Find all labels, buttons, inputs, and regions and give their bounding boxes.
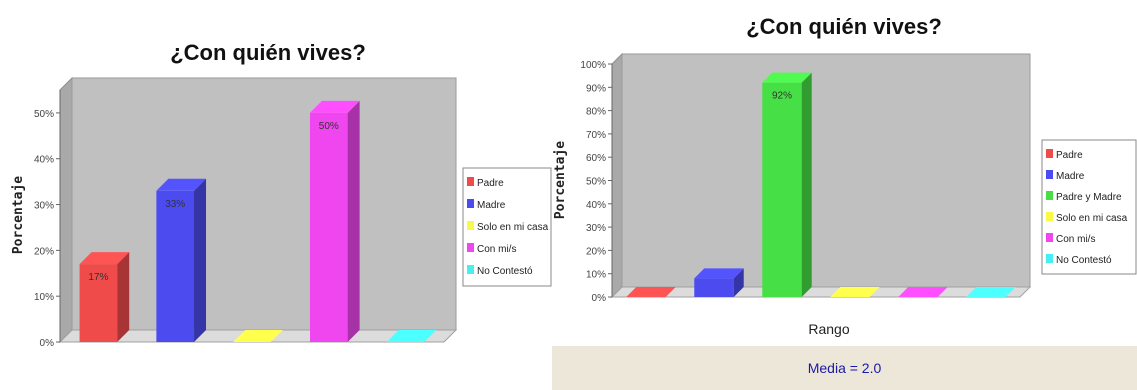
bar [386, 330, 437, 342]
plot-back-wall [71, 77, 457, 331]
legend-item-label: Padre y Madre [1056, 192, 1122, 203]
legend-box [1041, 139, 1137, 275]
bar [309, 100, 360, 342]
y-tick-label: 0% [40, 338, 55, 349]
legend-item-label: Padre [477, 178, 504, 189]
y-axis-label: Porcentaje [11, 176, 26, 254]
y-tick-label: 50% [586, 177, 606, 188]
legend-swatch [1046, 212, 1053, 221]
y-tick-label: 30% [34, 201, 54, 212]
y-tick-label: 90% [586, 83, 606, 94]
legend-item-label: Madre [477, 200, 506, 211]
legend-swatch [467, 199, 474, 208]
bar [79, 252, 130, 342]
legend-item-label: Madre [1056, 171, 1085, 182]
chart-panel-left: ¿Con quién vives? 0% 10% 20% 30% 40% 50% Porcen… [0, 0, 552, 390]
y-tick-label: 40% [586, 200, 606, 211]
stats-footer: Media = 2.0 [552, 346, 1137, 390]
y-tick-label: 20% [586, 246, 606, 257]
bar [898, 287, 948, 297]
bar-chart-left: ¿Con quién vives? 0% 10% 20% 30% 40% 50% Porcen… [11, 40, 552, 349]
bar-chart-right: ¿Con quién vives? 0% 10% 20% 30% 40% 50% 60% 70%… [553, 14, 1137, 337]
y-tick-label: 80% [586, 107, 606, 118]
bar [762, 72, 812, 297]
legend-item-label: No Contestó [1056, 255, 1112, 266]
legend-swatch [1046, 170, 1053, 179]
bar-data-label: 50% [319, 121, 339, 132]
x-axis-label: Rango [808, 321, 849, 337]
legend-swatch [467, 243, 474, 252]
chart-panel-right: ¿Con quién vives? 0% 10% 20% 30% 40% 50% 60% 70%… [552, 0, 1137, 390]
legend-swatch [1046, 149, 1053, 158]
legend-item-label: Solo en mi casa [477, 222, 549, 233]
legend-swatch [467, 221, 474, 230]
y-tick-label: 60% [586, 153, 606, 164]
legend-box [462, 167, 552, 287]
bar-data-label: 17% [88, 272, 108, 283]
bar [233, 330, 283, 342]
chart-title: ¿Con quién vives? [746, 14, 942, 39]
y-tick-label: 20% [34, 246, 54, 257]
bar [966, 287, 1016, 297]
bar [626, 287, 676, 297]
bar-data-label: 92% [772, 91, 792, 102]
y-axis-label: Porcentaje [553, 141, 568, 219]
bar [830, 287, 880, 297]
legend-swatch [1046, 233, 1053, 242]
bar [694, 268, 744, 297]
legend-swatch [467, 265, 474, 274]
plot-floor [610, 286, 1032, 298]
y-tick-label: 50% [34, 109, 54, 120]
y-tick-label: 40% [34, 155, 54, 166]
bar [156, 178, 207, 342]
legend-item-label: Solo en mi casa [1056, 213, 1128, 224]
y-tick-label: 100% [580, 60, 606, 71]
legend-swatch [467, 177, 474, 186]
y-tick-label: 30% [586, 223, 606, 234]
legend-item-label: Padre [1056, 150, 1083, 161]
plot-side-wall [59, 76, 73, 344]
plot-side-wall [611, 52, 623, 299]
mean-label: Media = 2.0 [807, 360, 882, 376]
plot-back-wall [621, 53, 1031, 288]
legend-swatch [1046, 254, 1053, 263]
y-tick-label: 10% [34, 292, 54, 303]
legend-item-label: No Contestó [477, 266, 533, 277]
y-tick-label: 10% [586, 270, 606, 281]
chart-title: ¿Con quién vives? [170, 40, 366, 65]
y-tick-label: 70% [586, 130, 606, 141]
bar-data-label: 33% [165, 199, 185, 210]
legend-item-label: Con mi/s [477, 244, 516, 255]
legend-swatch [1046, 191, 1053, 200]
legend-item-label: Con mi/s [1056, 234, 1095, 245]
y-tick-label: 0% [592, 293, 607, 304]
